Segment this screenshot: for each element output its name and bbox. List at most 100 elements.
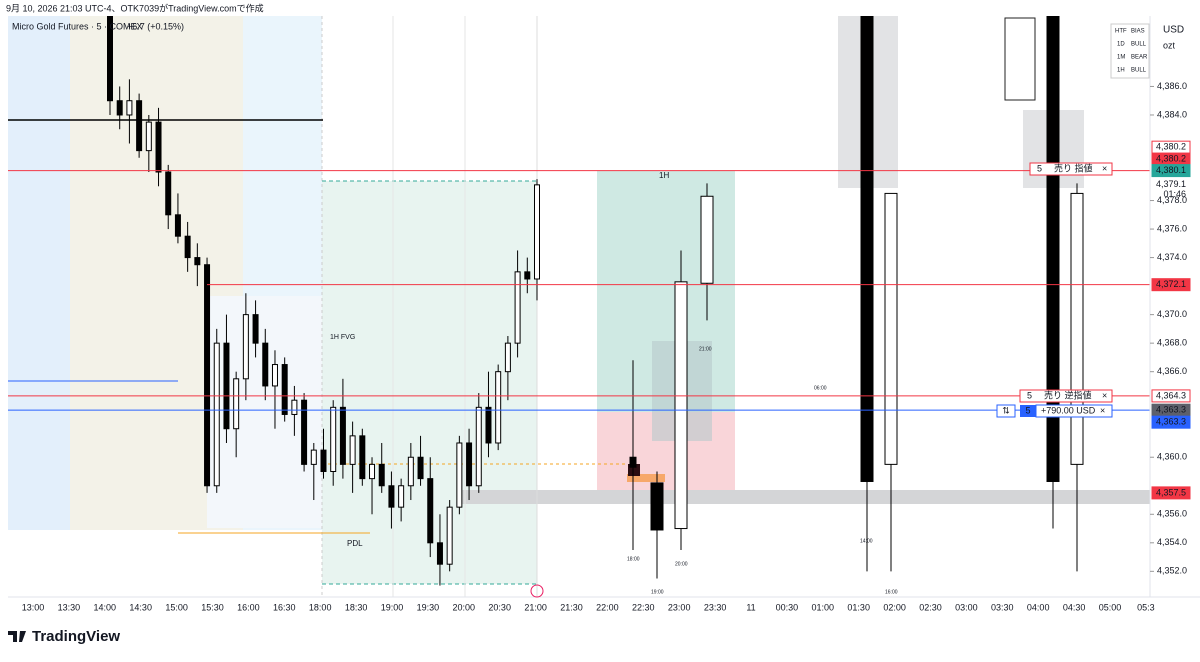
price-change: +6.7 (+0.15%) [127,21,184,31]
price-tag [1151,415,1191,429]
watermark: 9月 10, 2026 21:03 UTC-4、OTK7039がTradingV… [6,2,264,13]
bias-tf: 1H [1117,68,1125,74]
order-qty: 5 [1037,163,1042,173]
bias-value: BULL [1131,42,1147,48]
candle-body [242,314,249,380]
candle-body [700,195,714,284]
bias-tf: 1D [1117,42,1125,48]
currency[interactable]: USD [1163,25,1184,36]
candle-body [213,342,220,487]
x-tick-label: 02:30 [919,602,942,612]
candle-body [136,100,143,152]
order-label: 売り 指値 [1054,162,1093,173]
annotation: 1H FVG [330,334,355,341]
x-tick-label: 04:00 [1027,602,1050,612]
candle-body [884,192,898,465]
bias-value: BULL [1131,68,1147,74]
x-tick-label: 03:30 [991,602,1014,612]
x-tick-label: 14:00 [94,602,117,612]
y-tick-label: 4,356.0 [1157,509,1187,519]
candle-body [330,406,337,473]
price-tag [1151,486,1191,500]
y-tick-label: 4,378.0 [1157,195,1187,205]
x-tick-label: 18:30 [345,602,368,612]
price-tag-label: 4,372.1 [1156,279,1186,289]
position-icon: ⇅ [1002,405,1010,415]
candle-body [514,271,521,344]
position-qty: 5 [1025,405,1030,415]
unit[interactable]: ozt [1163,40,1176,50]
candle-body [524,271,531,280]
order-qty: 5 [1027,390,1032,400]
candle-body [301,399,308,465]
price-tag-label: 4,380.2 [1156,154,1186,164]
y-tick-label: 4,370.0 [1157,309,1187,319]
annotation: 21:00 [699,346,712,352]
candle-body [145,121,152,152]
x-tick-label: 11 [746,602,755,612]
candle-body [1046,16,1060,482]
annotation: 20:00 [675,561,688,567]
x-tick-label: 21:30 [560,602,583,612]
alert-icon[interactable] [530,584,544,598]
plot [8,16,1150,597]
position-pnl: +790.00 USD [1041,405,1096,415]
candle-body [456,442,463,508]
position-close[interactable]: × [1100,405,1105,415]
order-close[interactable]: × [1102,163,1107,173]
annotation: 06:00 [814,385,827,391]
candle-body [155,121,162,173]
bias-value: BEAR [1131,55,1148,61]
x-tick-label: 05:3 [1137,602,1155,612]
box [627,474,665,482]
candle-body [427,478,434,544]
candle-body [674,281,688,530]
bias-header: BIAS [1131,29,1145,35]
candle-body [349,435,356,465]
candle-body [436,542,443,565]
x-tick-label: 13:30 [58,602,81,612]
price-tag-label: 4,380.1 [1156,165,1186,175]
x-tick-label: 00:30 [776,602,799,612]
x-tick-label: 22:30 [632,602,655,612]
y-tick-label: 4,368.0 [1157,338,1187,348]
candle-body [233,378,240,430]
x-tick-label: 01:30 [847,602,870,612]
annotation: PDL [347,539,363,548]
x-tick-label: 15:30 [201,602,224,612]
order-close[interactable]: × [1102,390,1107,400]
candle-body [271,364,278,387]
annotation: 19:00 [651,589,664,595]
x-tick-label: 20:00 [453,602,476,612]
x-tick-label: 05:00 [1099,602,1122,612]
logo-icon [8,631,26,642]
candle-body [446,506,453,565]
position-qty-box [1020,405,1036,417]
x-tick-label: 15:00 [165,602,188,612]
annotation: 1H [659,171,669,180]
x-tick-label: 23:30 [704,602,727,612]
x-tick-label: 18:00 [309,602,332,612]
candle-body [359,435,366,480]
logo[interactable]: TradingView [32,628,120,645]
position-icon-box [996,404,1016,418]
candle-body [388,485,395,508]
x-tick-label: 14:30 [129,602,152,612]
price-tag [1151,164,1191,178]
candle-body [629,456,637,468]
candle-body [204,264,211,487]
candle-body [262,342,269,387]
price-tag-label: 4,364.3 [1156,390,1186,400]
x-tick-label: 01:00 [812,602,835,612]
order-box [1029,162,1113,176]
y-tick-label: 4,360.0 [1157,452,1187,462]
candle-body [320,449,327,473]
order-label: 売り 逆指値 [1044,389,1092,400]
candle-body [174,214,181,237]
candle-body [310,449,317,465]
x-tick-label: 04:30 [1063,602,1086,612]
x-tick-label: 16:30 [273,602,296,612]
x-tick-label: 21:00 [524,602,547,612]
y-tick-label: 4,374.0 [1157,252,1187,262]
